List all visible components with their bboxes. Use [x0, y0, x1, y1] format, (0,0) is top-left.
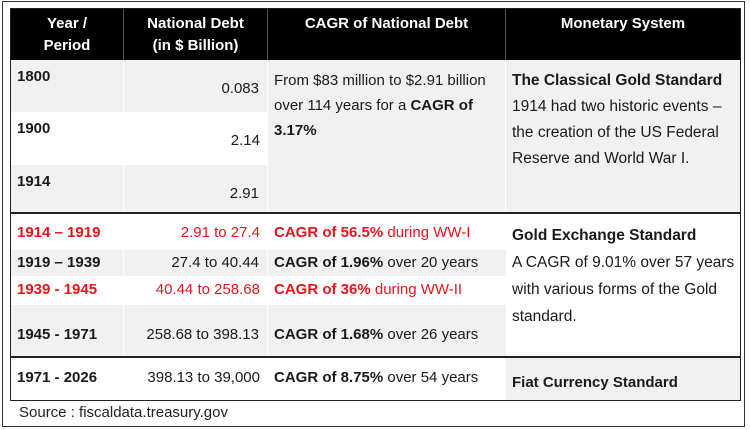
header-year: Year / Period: [11, 9, 124, 60]
header-debt-line1: National Debt: [147, 15, 244, 32]
period-1971-2026: 1971 - 2026: [11, 358, 124, 400]
period-1945-1971: 1945 - 1971: [11, 305, 124, 356]
debt-1800: 0.083: [124, 60, 268, 112]
cagr-value: CAGR of 1.68%: [274, 326, 384, 343]
header-year-line2: Period: [43, 37, 91, 54]
cagr-value: CAGR of 36%: [274, 281, 371, 298]
system-gold-exchange: Gold Exchange Standard A CAGR of 9.01% o…: [506, 214, 740, 356]
cagr-value: CAGR of 8.75%: [274, 369, 384, 386]
system-description: A CAGR of 9.01% over 57 years with vario…: [512, 254, 735, 325]
system-classical-gold: The Classical Gold Standard 1914 had two…: [506, 60, 740, 212]
system-description: 1914 had two historic events – the creat…: [512, 98, 722, 167]
debt-1919-1939: 27.4 to 40.44: [124, 250, 268, 276]
system-fiat-currency: Fiat Currency Standard: [506, 358, 740, 400]
header-debt-line2: (in $ Billion): [152, 37, 239, 54]
year-1900: 1900: [11, 112, 124, 165]
debt-1914-1919: 2.91 to 27.4: [124, 214, 268, 250]
period-1914-1919: 1914 – 1919: [11, 214, 124, 250]
section-divider: [11, 356, 740, 358]
source-note: Source : fiscaldata.treasury.gov: [19, 404, 228, 421]
cagr-1914-1919: CAGR of 56.5% during WW-I: [268, 214, 506, 250]
year-1914: 1914: [11, 165, 124, 212]
cagr-description: during WW-II: [370, 281, 463, 298]
debt-1914: 2.91: [124, 165, 268, 212]
debt-1939-1945: 40.44 to 258.68: [124, 276, 268, 305]
national-debt-table: Year / Period National Debt (in $ Billio…: [10, 8, 741, 401]
cagr-value: CAGR of 1.96%: [274, 254, 384, 271]
debt-1900: 2.14: [124, 112, 268, 165]
header-year-line1: Year /: [46, 15, 88, 32]
system-title: Gold Exchange Standard: [512, 227, 697, 244]
period-1939-1945: 1939 - 1945: [11, 276, 124, 305]
cagr-description: over 54 years: [383, 369, 479, 386]
section-divider: [11, 212, 740, 214]
cagr-description: over 20 years: [383, 254, 479, 271]
header-system: Monetary System: [506, 9, 740, 60]
cagr-description: From $83 million to $2.91 billion over 1…: [274, 72, 486, 114]
cagr-description: over 26 years: [383, 326, 479, 343]
header-debt: National Debt (in $ Billion): [124, 9, 268, 60]
cagr-1971-2026: CAGR of 8.75% over 54 years: [268, 358, 506, 400]
debt-1971-2026: 398.13 to 39,000: [124, 358, 268, 400]
cagr-value: CAGR of 56.5%: [274, 224, 384, 241]
cagr-1919-1939: CAGR of 1.96% over 20 years: [268, 250, 506, 276]
cagr-1945-1971: CAGR of 1.68% over 26 years: [268, 305, 506, 356]
system-title: The Classical Gold Standard: [512, 72, 723, 89]
header-cagr: CAGR of National Debt: [268, 9, 506, 60]
cagr-description: during WW-I: [383, 224, 471, 241]
cagr-1800-1914: From $83 million to $2.91 billion over 1…: [268, 60, 506, 212]
cagr-1939-1945: CAGR of 36% during WW-II: [268, 276, 506, 305]
debt-1945-1971: 258.68 to 398.13: [124, 305, 268, 356]
year-1800: 1800: [11, 60, 124, 112]
period-1919-1939: 1919 – 1939: [11, 250, 124, 276]
cagr-value: CAGR of 3.17%: [274, 97, 473, 139]
